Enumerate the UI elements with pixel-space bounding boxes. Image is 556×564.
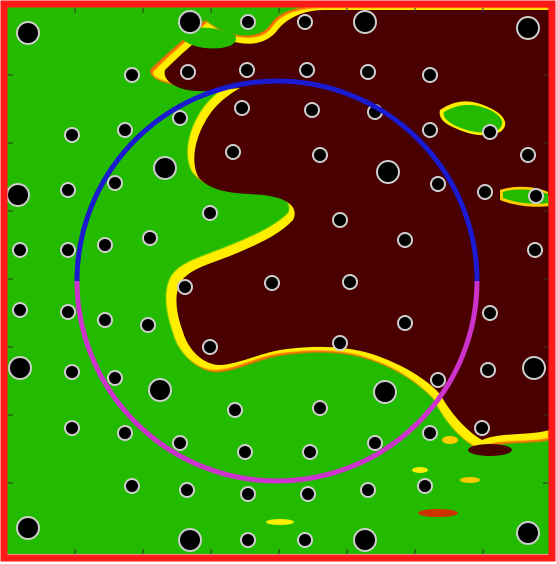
pore-icon (399, 317, 411, 329)
pore-icon (99, 314, 111, 326)
pore-icon (239, 446, 251, 458)
pore-icon (150, 380, 170, 400)
pore-icon (306, 104, 318, 116)
pore-icon (242, 488, 254, 500)
pore-icon (14, 304, 26, 316)
pore-icon (241, 64, 253, 76)
pore-icon (109, 177, 121, 189)
pore-icon (432, 374, 444, 386)
pore-icon (362, 66, 374, 78)
pore-icon (236, 102, 248, 114)
pore-icon (530, 190, 542, 202)
pore-icon (144, 232, 156, 244)
pore-icon (299, 16, 311, 28)
pore-icon (62, 184, 74, 196)
pore-icon (242, 16, 254, 28)
pore-icon (174, 112, 186, 124)
pore-icon (180, 530, 200, 550)
pore-icon (518, 523, 538, 543)
pore-icon (229, 404, 241, 416)
circle-upper-arc (74, 78, 480, 282)
pore-icon (334, 214, 346, 226)
pore-icon (66, 129, 78, 141)
frame-ticks (8, 8, 548, 554)
pore-icon (524, 358, 544, 378)
pore-icon (375, 382, 395, 402)
pore-icon (242, 534, 254, 546)
pore-icon (399, 234, 411, 246)
pore-icon (126, 480, 138, 492)
pore-icon (266, 277, 278, 289)
pore-icon (334, 337, 346, 349)
pore-icon (109, 372, 121, 384)
pore-icon (10, 358, 30, 378)
pore-icon (182, 66, 194, 78)
pore-icon (155, 158, 175, 178)
pore-icon (378, 162, 398, 182)
pore-icon (301, 64, 313, 76)
pore-icon (66, 366, 78, 378)
pore-icon (99, 239, 111, 251)
pore-icon (314, 149, 326, 161)
pore-icon (174, 437, 186, 449)
pore-icon (299, 534, 311, 546)
pore-icon (482, 364, 494, 376)
pore-icon (479, 186, 491, 198)
pore-icon (476, 422, 488, 434)
pore-icon (344, 276, 356, 288)
pore-icon (179, 281, 191, 293)
pore-icon (419, 480, 431, 492)
pore-icon (204, 207, 216, 219)
pore-icon (355, 12, 375, 32)
pore-icon (424, 69, 436, 81)
pore-icon (369, 437, 381, 449)
pore-icon (518, 18, 538, 38)
dark-flecks (266, 436, 512, 525)
pore-icon (424, 124, 436, 136)
pore-icon (304, 446, 316, 458)
pore-layer (6, 10, 546, 552)
circle-lower-arc (74, 280, 480, 484)
pore-icon (66, 422, 78, 434)
pore-icon (180, 12, 200, 32)
pore-icon (119, 427, 131, 439)
pore-icon (204, 341, 216, 353)
pore-icon (142, 319, 154, 331)
pore-icon (14, 244, 26, 256)
pore-icon (529, 244, 541, 256)
pore-icon (522, 149, 534, 161)
pore-icon (424, 427, 436, 439)
pore-icon (62, 244, 74, 256)
pore-icon (302, 488, 314, 500)
pore-icon (362, 484, 374, 496)
pore-icon (18, 518, 38, 538)
pore-icon (119, 124, 131, 136)
pore-icon (126, 69, 138, 81)
pore-icon (8, 185, 28, 205)
pore-icon (62, 306, 74, 318)
pore-icon (484, 126, 496, 138)
pore-icon (227, 146, 239, 158)
pore-icon (181, 484, 193, 496)
pore-icon (355, 530, 375, 550)
pore-icon (18, 23, 38, 43)
pore-icon (314, 402, 326, 414)
pore-icon (432, 178, 444, 190)
pore-icon (484, 307, 496, 319)
